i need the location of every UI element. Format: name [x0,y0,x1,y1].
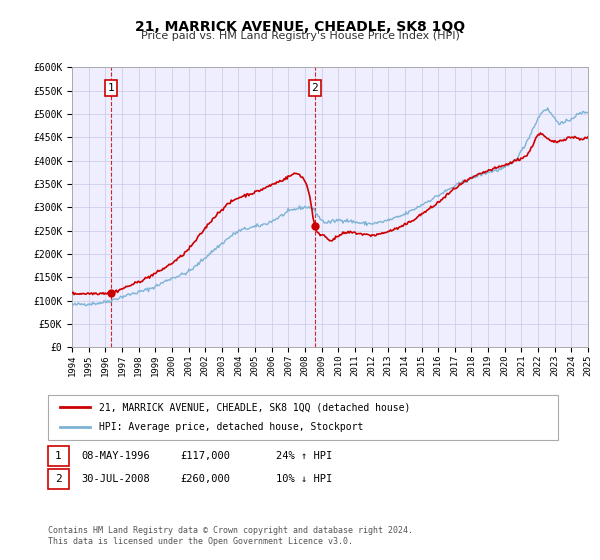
Text: 1: 1 [108,83,115,93]
Text: 21, MARRICK AVENUE, CHEADLE, SK8 1QQ: 21, MARRICK AVENUE, CHEADLE, SK8 1QQ [135,20,465,34]
Text: 21, MARRICK AVENUE, CHEADLE, SK8 1QQ (detached house): 21, MARRICK AVENUE, CHEADLE, SK8 1QQ (de… [99,402,410,412]
Text: 30-JUL-2008: 30-JUL-2008 [81,474,150,484]
Text: £260,000: £260,000 [180,474,230,484]
Text: Price paid vs. HM Land Registry's House Price Index (HPI): Price paid vs. HM Land Registry's House … [140,31,460,41]
Text: 10% ↓ HPI: 10% ↓ HPI [276,474,332,484]
Text: HPI: Average price, detached house, Stockport: HPI: Average price, detached house, Stoc… [99,422,364,432]
Text: 2: 2 [311,83,318,93]
Text: Contains HM Land Registry data © Crown copyright and database right 2024.
This d: Contains HM Land Registry data © Crown c… [48,526,413,546]
Text: 24% ↑ HPI: 24% ↑ HPI [276,451,332,461]
Text: 2: 2 [55,474,62,484]
Text: 08-MAY-1996: 08-MAY-1996 [81,451,150,461]
Text: £117,000: £117,000 [180,451,230,461]
Text: 1: 1 [55,451,62,461]
